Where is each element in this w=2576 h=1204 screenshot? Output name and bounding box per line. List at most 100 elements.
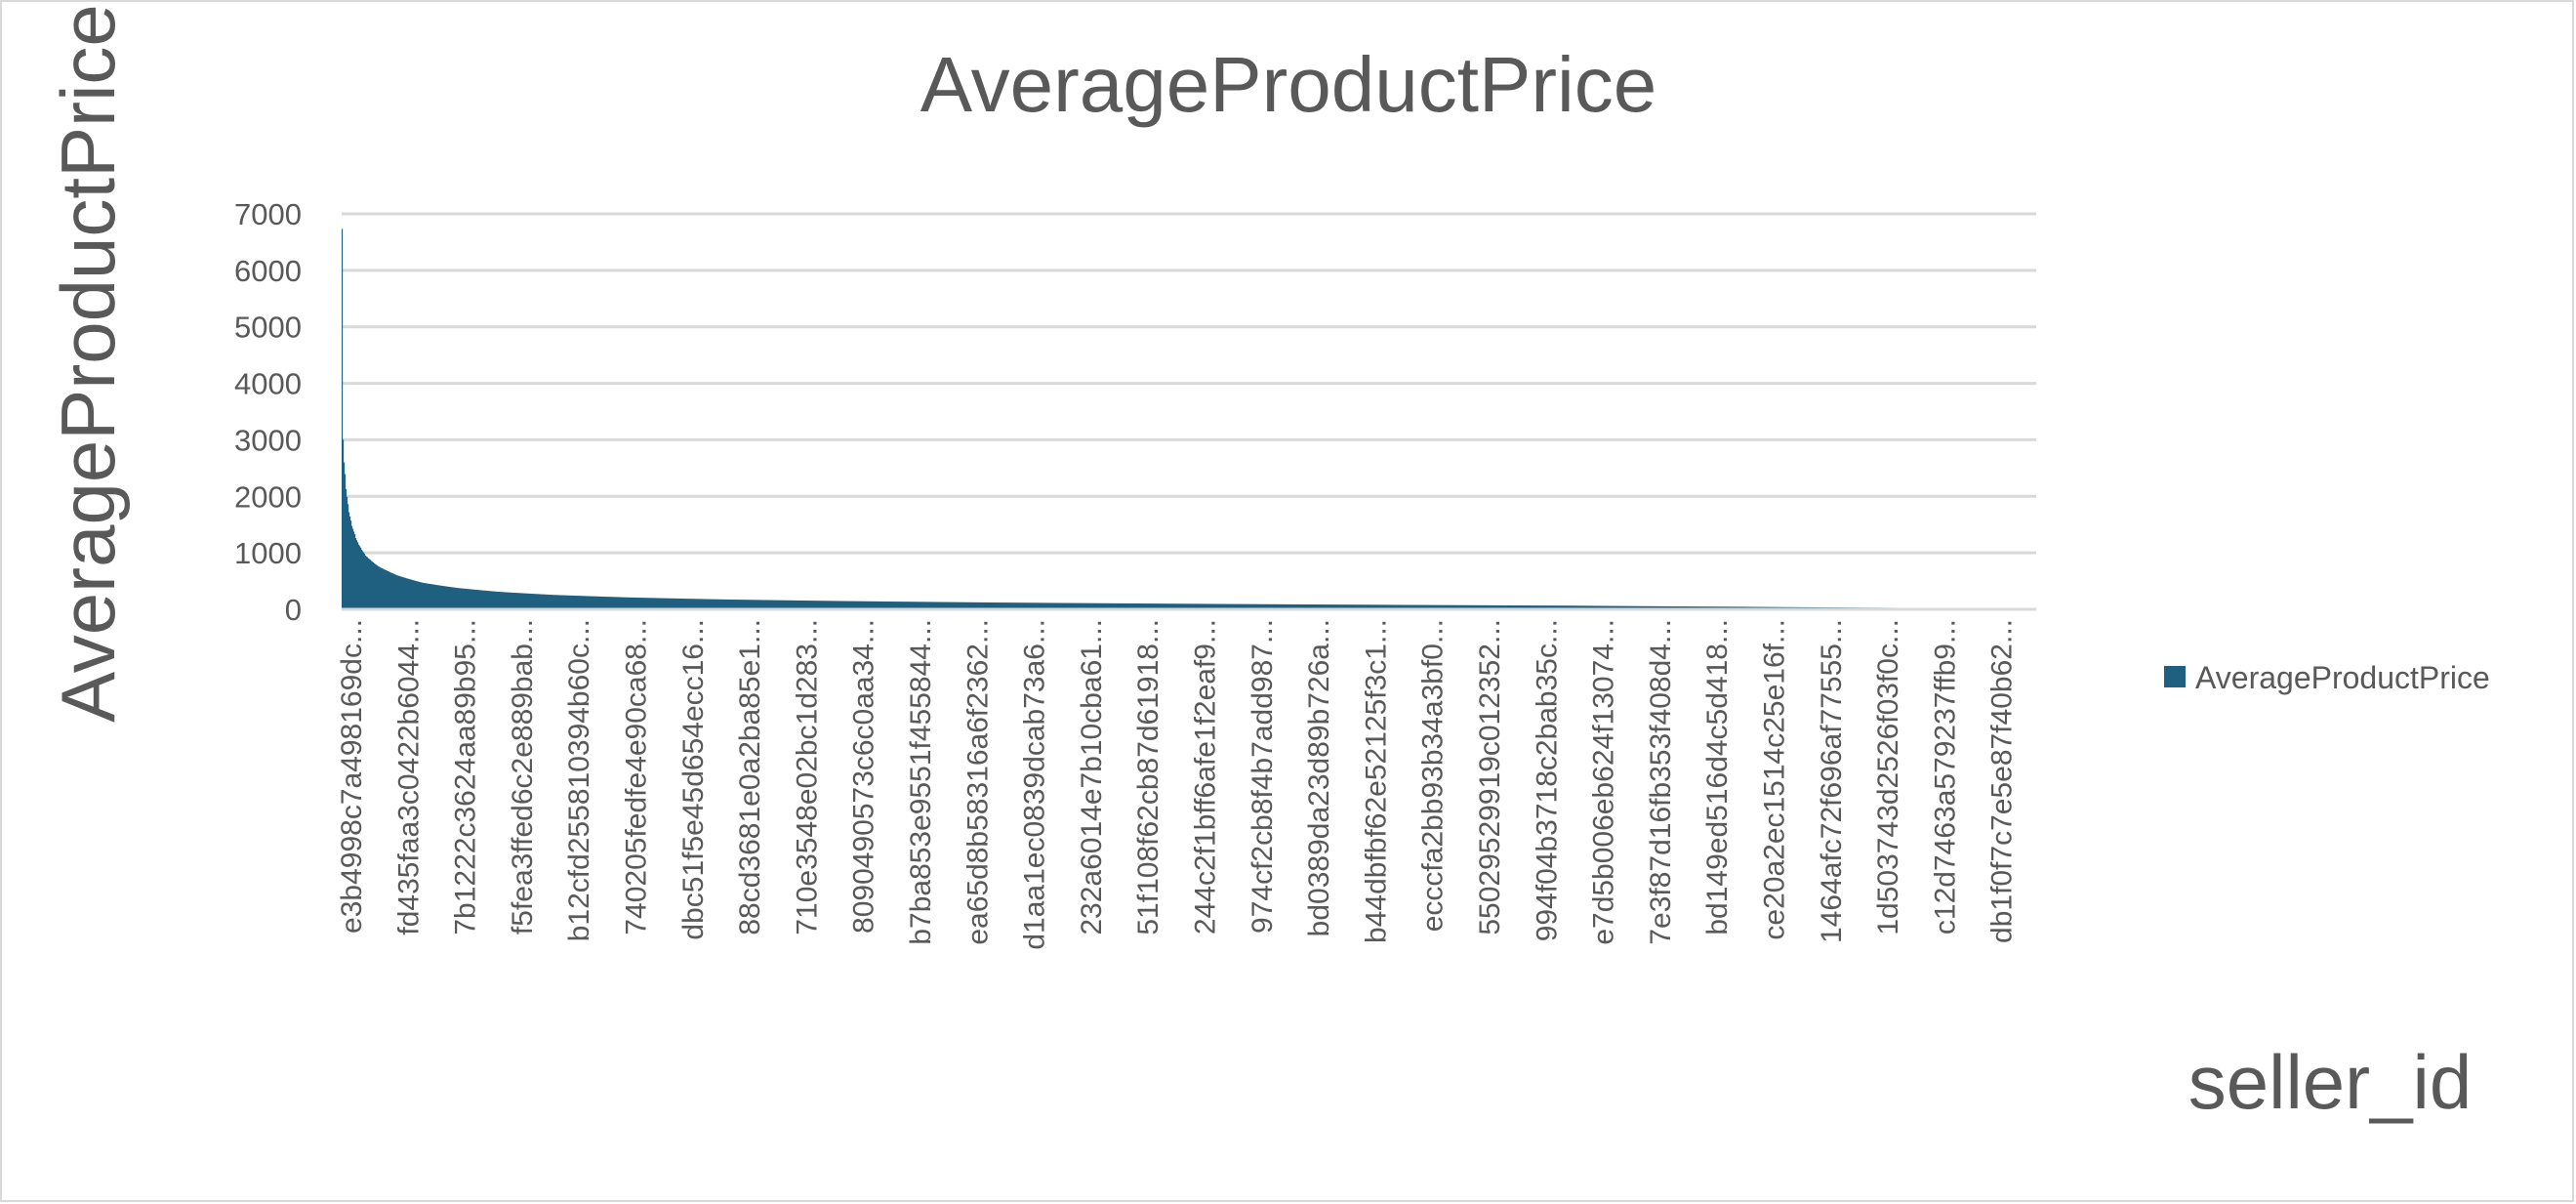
- bar: [1502, 604, 1504, 609]
- bar: [398, 575, 400, 609]
- x-tick-label: e3b4998c7a498169dc...: [336, 619, 368, 934]
- bar: [677, 598, 679, 609]
- bar: [1583, 605, 1585, 609]
- bar: [1301, 603, 1303, 609]
- bar: [912, 602, 914, 609]
- x-tick-label: b44dbfbf62e52125f3c1...: [1360, 619, 1392, 943]
- bar: [1152, 603, 1154, 609]
- bar: [868, 601, 870, 609]
- bar: [1185, 603, 1187, 609]
- bar: [1233, 603, 1235, 609]
- bar: [1072, 602, 1074, 609]
- bar: [1476, 604, 1478, 609]
- bar: [395, 574, 397, 609]
- bar: [661, 598, 663, 609]
- bar: [1636, 605, 1638, 609]
- bar: [1608, 605, 1610, 609]
- bar: [660, 598, 662, 609]
- bar: [364, 554, 366, 609]
- bar: [1133, 602, 1135, 609]
- bar: [640, 598, 642, 609]
- bar: [1261, 603, 1263, 609]
- bar: [1537, 605, 1539, 609]
- bar: [369, 559, 371, 609]
- bar: [1459, 604, 1461, 609]
- bar: [1479, 604, 1481, 609]
- bar: [1139, 603, 1141, 609]
- bar: [1222, 603, 1224, 609]
- bar: [659, 598, 661, 609]
- bar: [411, 579, 413, 609]
- bar: [470, 589, 472, 609]
- bar: [1127, 602, 1129, 609]
- bar: [1624, 605, 1626, 609]
- bar: [950, 602, 952, 609]
- bar: [1190, 603, 1192, 609]
- bar: [1033, 602, 1035, 609]
- bar: [352, 528, 354, 609]
- bar: [1492, 604, 1494, 609]
- bar: [1378, 604, 1380, 609]
- bar: [1467, 604, 1469, 609]
- bar: [811, 601, 813, 609]
- bar: [1546, 605, 1548, 609]
- bar: [717, 599, 719, 609]
- bar: [1533, 605, 1535, 609]
- bar: [1365, 604, 1367, 609]
- bar: [1519, 605, 1521, 609]
- bar: [936, 602, 938, 609]
- bar: [1044, 602, 1046, 609]
- bar: [1138, 603, 1140, 609]
- bar: [1356, 604, 1358, 609]
- bar: [1276, 603, 1278, 609]
- x-tick-label: bd149ed516d4c5d418...: [1701, 619, 1734, 935]
- bar: [495, 591, 497, 609]
- bar: [1367, 604, 1369, 609]
- bar: [693, 599, 695, 609]
- bar: [642, 598, 644, 609]
- bar: [1346, 604, 1348, 609]
- bar: [545, 594, 547, 609]
- bar: [714, 599, 716, 609]
- bar: [909, 602, 911, 609]
- bar: [911, 602, 913, 609]
- bar: [765, 600, 767, 609]
- bar: [1064, 602, 1066, 609]
- bar: [1015, 602, 1017, 609]
- bar: [550, 595, 552, 609]
- bar: [1418, 604, 1420, 609]
- bar: [1626, 605, 1628, 609]
- bar: [1287, 603, 1288, 609]
- bar: [1603, 605, 1605, 609]
- bar: [1027, 602, 1029, 609]
- bar: [1600, 605, 1602, 609]
- bar: [518, 593, 520, 609]
- bar: [1309, 604, 1311, 609]
- bar: [572, 595, 574, 609]
- bar: [1075, 602, 1077, 609]
- bar: [416, 581, 418, 609]
- bar: [1000, 602, 1002, 609]
- bar: [840, 601, 842, 609]
- bar: [712, 599, 714, 609]
- bar: [1510, 604, 1512, 609]
- bar: [1523, 605, 1525, 609]
- bar: [1166, 603, 1168, 609]
- bar: [560, 595, 562, 609]
- bar: [536, 594, 538, 609]
- legend-swatch: [2164, 666, 2186, 687]
- bar: [1413, 604, 1415, 609]
- bar: [1544, 605, 1546, 609]
- bar: [346, 488, 348, 609]
- bar: [1473, 604, 1475, 609]
- bar: [875, 601, 877, 609]
- bar: [646, 598, 648, 609]
- bar: [823, 601, 825, 609]
- bar: [1219, 603, 1221, 609]
- bar: [1284, 603, 1286, 609]
- bar: [1598, 605, 1600, 609]
- bar: [830, 601, 832, 609]
- bar: [392, 573, 394, 609]
- bar: [430, 584, 432, 609]
- bar: [1594, 605, 1596, 609]
